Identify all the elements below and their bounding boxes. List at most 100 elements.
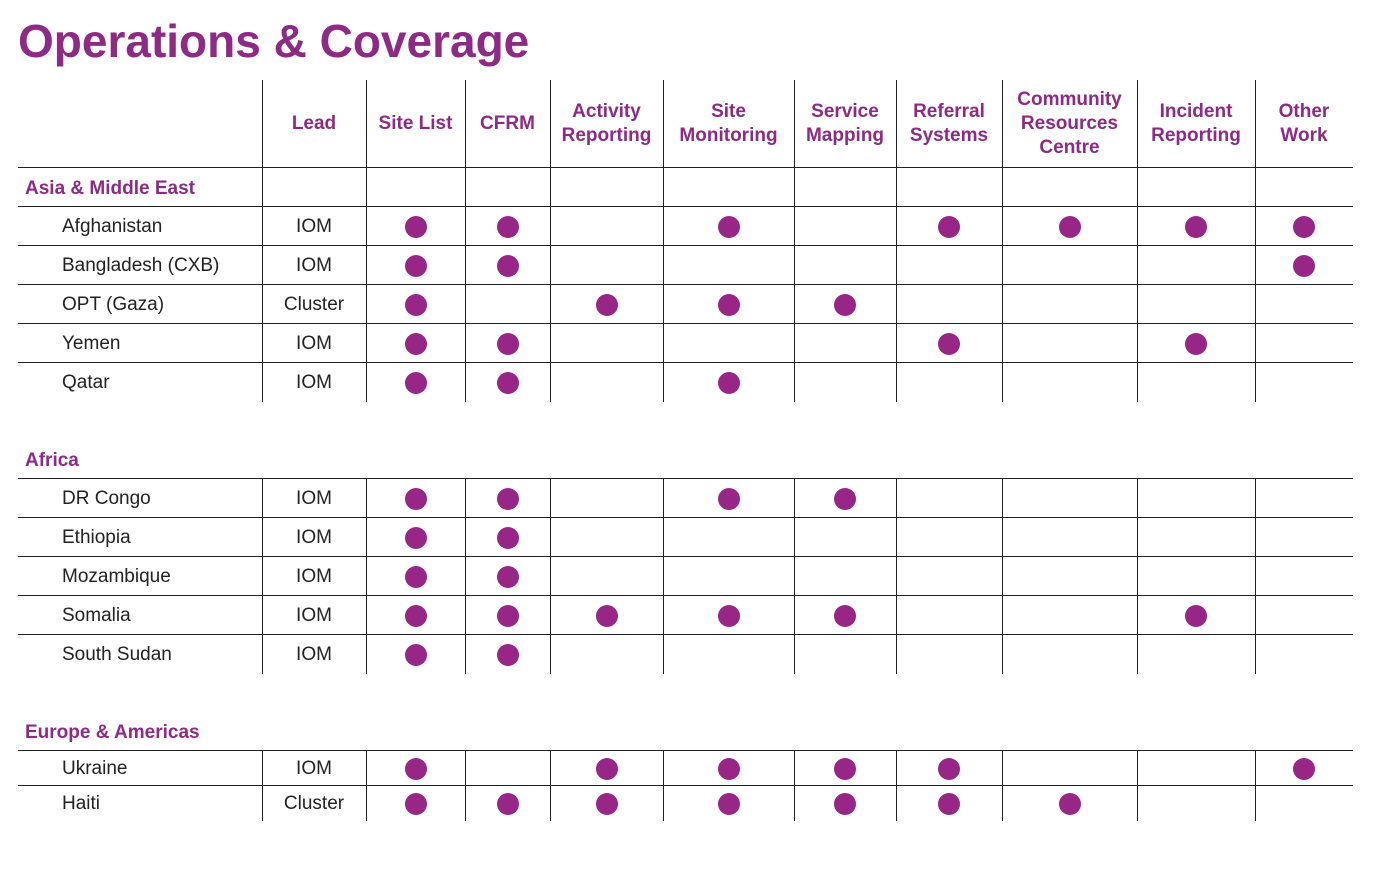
grid-line [465, 786, 466, 821]
grid-line [465, 479, 466, 518]
lead-value: Cluster [283, 792, 345, 814]
grid-line [896, 363, 897, 402]
grid-line [1002, 596, 1003, 635]
lead-value: IOM [296, 604, 332, 626]
grid-line [1002, 324, 1003, 363]
coverage-dot [834, 487, 856, 510]
coverage-dot [1185, 332, 1207, 355]
column-header-site-list: Site List [378, 112, 453, 134]
grid-line [1255, 363, 1256, 402]
grid-line [794, 786, 795, 821]
grid-line [465, 518, 466, 557]
grid-line [663, 596, 664, 635]
coverage-dot [1293, 215, 1315, 238]
grid-line [794, 596, 795, 635]
region-label: Asia & Middle East [25, 178, 195, 199]
grid-line [663, 786, 664, 821]
country-name: OPT (Gaza) [62, 293, 165, 315]
column-header-other-work: Other Work [1278, 100, 1330, 146]
grid-line [663, 246, 664, 285]
grid-line [465, 80, 466, 167]
grid-line [1255, 479, 1256, 518]
lead-value: IOM [296, 643, 332, 665]
grid-line [896, 751, 897, 786]
grid-line [896, 557, 897, 596]
lead-value: IOM [296, 487, 332, 509]
grid-line [366, 167, 367, 207]
grid-line [1002, 557, 1003, 596]
grid-line [366, 751, 367, 786]
grid-line [794, 557, 795, 596]
grid-line [663, 751, 664, 786]
coverage-dot [1185, 604, 1207, 627]
grid-line [794, 246, 795, 285]
grid-line [663, 557, 664, 596]
grid-line [896, 479, 897, 518]
coverage-dot [717, 487, 740, 510]
grid-line [663, 207, 664, 246]
grid-line [366, 557, 367, 596]
grid-line [1137, 751, 1138, 786]
grid-line [1255, 557, 1256, 596]
grid-line [794, 80, 795, 167]
column-header-community-resources-centre: Community Resources Centre [1017, 88, 1122, 158]
coverage-dot [717, 757, 740, 780]
coverage-dot [1293, 757, 1315, 780]
grid-line [663, 635, 664, 674]
grid-line [1002, 363, 1003, 402]
grid-line [1137, 518, 1138, 557]
coverage-dot [404, 643, 427, 666]
grid-line [1002, 786, 1003, 821]
grid-line [1255, 596, 1256, 635]
coverage-dot [938, 757, 960, 780]
grid-line [794, 167, 795, 207]
grid-line [663, 363, 664, 402]
grid-line [1137, 80, 1138, 167]
grid-line [1137, 207, 1138, 246]
grid-line [1255, 246, 1256, 285]
grid-line [465, 751, 466, 786]
grid-line [262, 324, 263, 363]
grid-line [896, 324, 897, 363]
coverage-dot [595, 757, 618, 780]
grid-line [794, 635, 795, 674]
column-header-incident-reporting: Incident Reporting [1151, 100, 1241, 146]
grid-line [550, 80, 551, 167]
row-rule [18, 323, 1353, 324]
grid-line [465, 285, 466, 324]
grid-line [465, 363, 466, 402]
grid-line [896, 786, 897, 821]
grid-line [1255, 751, 1256, 786]
grid-line [896, 596, 897, 635]
grid-line [1255, 285, 1256, 324]
coverage-dot [1293, 254, 1315, 277]
coverage-dot [938, 215, 960, 238]
grid-line [1002, 751, 1003, 786]
coverage-dot [496, 254, 519, 277]
grid-line [794, 324, 795, 363]
coverage-dot [496, 792, 519, 815]
coverage-dot [404, 487, 427, 510]
grid-line [550, 635, 551, 674]
coverage-dot [496, 487, 519, 510]
coverage-dot [1058, 792, 1081, 815]
grid-line [550, 786, 551, 821]
grid-line [896, 518, 897, 557]
grid-line [1002, 285, 1003, 324]
grid-line [366, 80, 367, 167]
lead-value: IOM [296, 332, 332, 354]
country-name: Qatar [62, 371, 110, 393]
grid-line [550, 479, 551, 518]
grid-line [465, 557, 466, 596]
grid-line [262, 557, 263, 596]
coverage-dot [404, 215, 427, 238]
coverage-dot [717, 792, 740, 815]
country-name: Ukraine [62, 757, 128, 779]
grid-line [1137, 596, 1138, 635]
coverage-dot [496, 526, 519, 549]
grid-line [550, 557, 551, 596]
coverage-dot [717, 293, 740, 316]
coverage-dot [717, 604, 740, 627]
row-rule [18, 284, 1353, 285]
coverage-dot [834, 757, 856, 780]
